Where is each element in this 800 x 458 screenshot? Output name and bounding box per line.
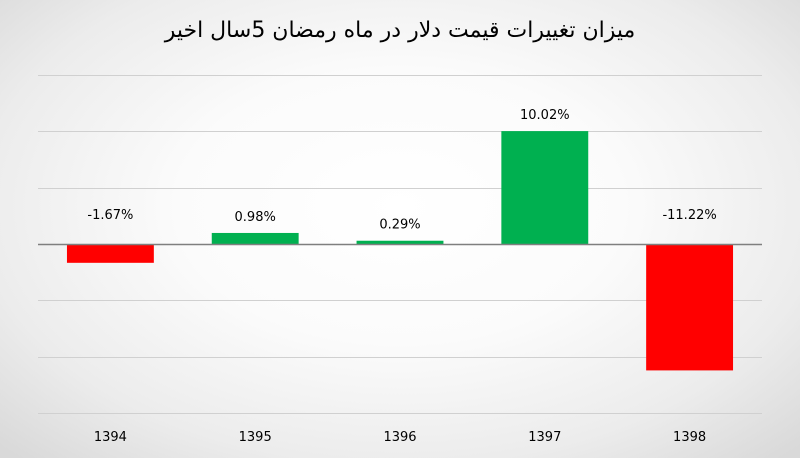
bar-1396 [356, 240, 444, 244]
bar-1398 [646, 244, 734, 371]
bar-1395 [211, 232, 299, 244]
data-label-1398: -11.22% [662, 208, 716, 223]
data-label-1396: 0.29% [379, 218, 420, 233]
x-tick-label-1395: 1395 [239, 430, 272, 445]
x-tick-label-1397: 1397 [528, 430, 561, 445]
x-tick-label-1394: 1394 [94, 430, 127, 445]
bars [66, 131, 734, 371]
data-label-1394: -1.67% [87, 208, 133, 223]
x-tick-label-1398: 1398 [673, 430, 706, 445]
bar-1394 [66, 244, 154, 263]
chart-title: میزان تغییرات قیمت دلار در ماه رمضان 5سا… [164, 18, 636, 43]
x-axis-tick-labels: 1394 1395 1396 1397 1398 [94, 430, 706, 445]
data-label-1395: 0.98% [235, 210, 276, 225]
bar-1397 [501, 131, 589, 244]
x-tick-label-1396: 1396 [383, 430, 416, 445]
data-label-1397: 10.02% [520, 108, 570, 123]
data-labels: -1.67% 0.98% 0.29% 10.02% -11.22% [87, 108, 716, 233]
gridlines [38, 75, 762, 414]
